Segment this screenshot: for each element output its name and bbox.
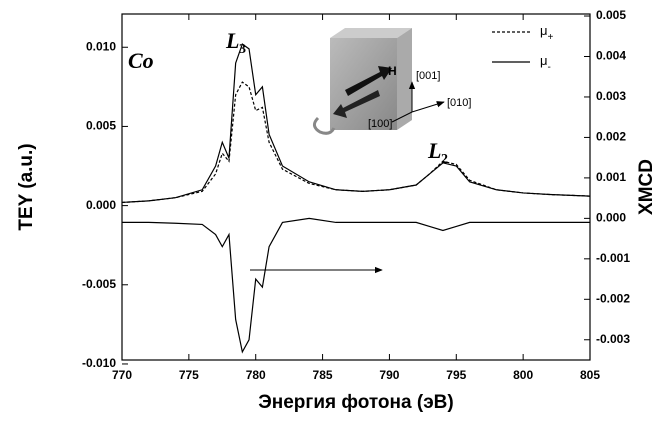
y2-tick-label: 0.001 <box>596 170 626 184</box>
y2-tick-label: 0.000 <box>596 211 626 225</box>
x-tick-label: 795 <box>446 368 466 382</box>
y2-tick-label: 0.002 <box>596 130 626 144</box>
plot-frame <box>121 13 591 361</box>
annotation: Co <box>128 48 154 73</box>
y2-tick-label: 0.003 <box>596 89 626 103</box>
y2-tick-label: 0.004 <box>596 49 626 63</box>
x-axis-title: Энергия фотона (эВ) <box>258 392 453 413</box>
annotation-subscript: 3 <box>239 42 246 57</box>
annotation-subscript: 2 <box>441 152 448 167</box>
x-tick-label: 785 <box>313 368 333 382</box>
axis-label: [001] <box>416 70 440 82</box>
x-tick-label: 800 <box>513 368 533 382</box>
y-tick-label: -0.005 <box>82 277 116 291</box>
series-line <box>121 43 591 204</box>
x-tick-label: 790 <box>379 368 399 382</box>
y-tick-label: 0.005 <box>86 119 116 133</box>
annotation: L <box>225 28 239 53</box>
y-tick-label: 0.000 <box>86 198 116 212</box>
annotation: L <box>427 138 441 163</box>
x-tick-label: 770 <box>112 368 132 382</box>
y2-tick-label: 0.005 <box>596 8 626 22</box>
y-tick-label: -0.010 <box>82 356 116 370</box>
x-tick-label: 805 <box>580 368 600 382</box>
legend-label: μ- <box>540 53 551 72</box>
y2-axis-title: XMCD <box>636 159 657 215</box>
legend-label: μ+ <box>540 23 554 42</box>
y2-tick-label: -0.002 <box>596 291 630 305</box>
x-tick-label: 775 <box>179 368 199 382</box>
x-tick-label: 780 <box>246 368 266 382</box>
axis-label: [010] <box>447 97 471 109</box>
axis-label: [100] <box>368 118 392 130</box>
inset <box>313 28 445 135</box>
y-tick-label: 0.010 <box>86 39 116 53</box>
y2-tick-label: -0.003 <box>596 332 630 346</box>
y-axis-title: TEY (a.u.) <box>16 143 37 230</box>
y2-tick-label: -0.001 <box>596 251 630 265</box>
series-line <box>121 81 591 204</box>
field-label: H <box>388 64 397 78</box>
series-line <box>122 217 590 354</box>
